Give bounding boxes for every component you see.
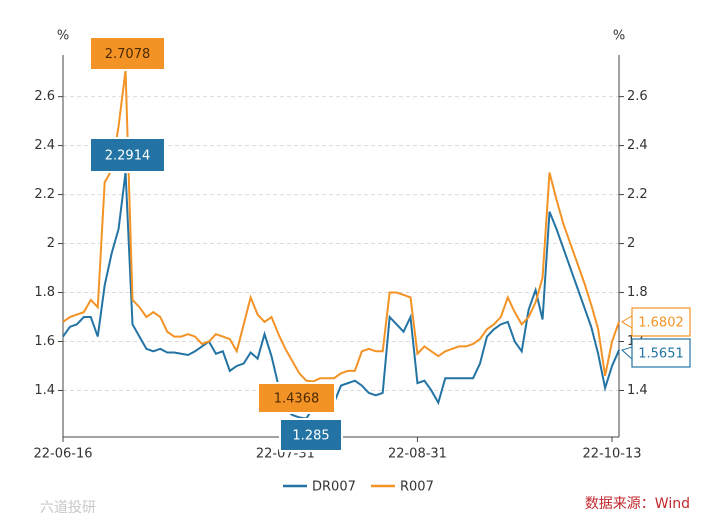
y-tick-label: 2 [47,236,55,251]
source: 数据来源：Wind [585,496,690,512]
data-label: 1.285 [292,429,329,444]
y-tick-label: 1.6 [34,334,55,349]
data-label: 1.5651 [638,347,684,362]
y2-tick-label: 1.4 [627,383,648,398]
y-tick-label: 2.6 [34,89,55,104]
x-tick-label: 22-06-16 [33,447,92,462]
callout-pointer [621,346,633,361]
y-axis-unit: % [57,29,69,44]
series-line [62,172,620,420]
legend-label: R007 [400,480,434,495]
y2-tick-label: 2 [627,236,635,251]
callout-box [89,36,166,71]
series-line [62,70,620,383]
callout-box [257,382,336,414]
callout-pointer [621,315,633,329]
y-tick-label: 1.4 [34,383,55,398]
y2-tick-label: 2.6 [627,89,648,104]
callout-box [89,137,166,173]
callout-box [631,307,691,337]
callout-box [631,338,691,368]
y-tick-label: 2.2 [34,187,55,202]
y2-tick-label: 1.8 [627,285,648,300]
callout-box [279,418,343,452]
y-tick-label: 1.8 [34,285,55,300]
x-tick-label: 22-10-13 [583,447,642,462]
y2-tick-label: 2.4 [627,138,648,153]
data-label: 1.4368 [274,392,320,407]
y2-axis-unit: % [613,29,625,44]
watermark: 六道投研 [40,500,96,516]
x-tick-label: 22-08-31 [388,447,447,462]
data-label: 2.7078 [105,47,151,62]
y-tick-label: 2.4 [34,138,55,153]
legend-label: DR007 [312,480,356,495]
data-label: 1.6802 [638,316,684,331]
data-label: 2.2914 [105,149,151,164]
y2-tick-label: 2.2 [627,187,648,202]
